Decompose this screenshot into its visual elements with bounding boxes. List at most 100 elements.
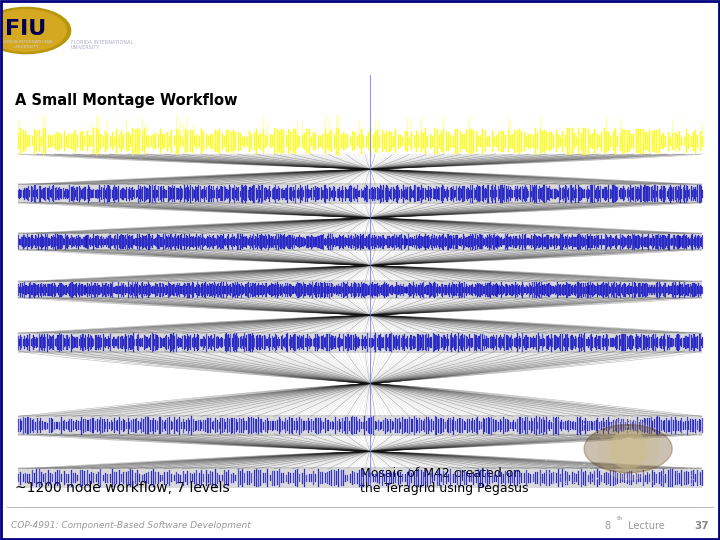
Point bbox=[663, 416, 675, 424]
Point bbox=[636, 487, 647, 496]
Point bbox=[575, 431, 586, 440]
Point bbox=[577, 442, 589, 451]
Point bbox=[685, 475, 697, 483]
Point bbox=[644, 433, 655, 442]
Point bbox=[539, 479, 550, 488]
Point bbox=[669, 406, 680, 415]
Point bbox=[672, 468, 684, 477]
Point bbox=[578, 460, 590, 469]
Point bbox=[542, 481, 554, 489]
Point bbox=[631, 474, 642, 483]
Point bbox=[600, 445, 612, 454]
Point bbox=[699, 443, 711, 451]
Point bbox=[544, 428, 555, 437]
Point bbox=[557, 484, 569, 492]
Point bbox=[556, 413, 567, 422]
Point bbox=[585, 426, 597, 434]
Point bbox=[613, 438, 625, 447]
Point bbox=[662, 455, 673, 464]
Point bbox=[557, 443, 569, 452]
Point bbox=[634, 403, 646, 412]
Point bbox=[680, 426, 692, 435]
Point bbox=[551, 406, 562, 415]
Point bbox=[588, 464, 600, 473]
Point bbox=[677, 407, 688, 416]
Point bbox=[689, 444, 701, 453]
Point bbox=[634, 404, 646, 413]
Point bbox=[656, 478, 667, 487]
Point bbox=[564, 443, 576, 451]
Bar bbox=[18, 415, 702, 436]
Point bbox=[626, 454, 637, 463]
Point bbox=[570, 404, 581, 413]
Point bbox=[546, 461, 557, 469]
Point bbox=[640, 464, 652, 472]
Point bbox=[583, 464, 595, 473]
Point bbox=[546, 414, 557, 422]
Point bbox=[606, 458, 618, 467]
Point bbox=[647, 406, 658, 415]
Point bbox=[645, 410, 657, 418]
Point bbox=[659, 447, 670, 456]
Point bbox=[547, 467, 559, 475]
Point bbox=[591, 472, 603, 481]
Point bbox=[663, 488, 675, 496]
Point bbox=[647, 427, 659, 436]
Point bbox=[547, 418, 559, 427]
Bar bbox=[18, 280, 702, 299]
Point bbox=[634, 453, 645, 461]
Point bbox=[559, 448, 571, 457]
Point bbox=[611, 446, 623, 454]
Point bbox=[680, 454, 692, 463]
Point bbox=[590, 410, 601, 418]
Point bbox=[662, 450, 673, 459]
Point bbox=[592, 427, 603, 436]
Text: Mosaic of M42 created on
the Teragrid using Pegasus: Mosaic of M42 created on the Teragrid us… bbox=[360, 467, 528, 495]
Point bbox=[698, 450, 709, 459]
Text: Lecture: Lecture bbox=[625, 521, 665, 531]
Point bbox=[659, 447, 670, 455]
Text: th: th bbox=[616, 516, 623, 522]
Point bbox=[631, 408, 643, 416]
Point bbox=[624, 412, 635, 421]
Point bbox=[540, 456, 552, 465]
Point bbox=[675, 416, 687, 425]
Point bbox=[635, 488, 647, 496]
Point bbox=[636, 401, 648, 410]
Point bbox=[614, 461, 626, 469]
Point bbox=[588, 427, 600, 436]
Point bbox=[641, 443, 652, 452]
Point bbox=[696, 464, 708, 473]
Point bbox=[577, 466, 588, 475]
Point bbox=[556, 425, 567, 434]
Circle shape bbox=[0, 10, 66, 51]
Point bbox=[626, 405, 637, 414]
Point bbox=[583, 482, 595, 491]
Point bbox=[684, 427, 696, 435]
Point bbox=[623, 480, 634, 488]
Point bbox=[540, 480, 552, 488]
Point bbox=[637, 444, 649, 453]
Point bbox=[598, 480, 610, 488]
Point bbox=[583, 458, 595, 467]
Point bbox=[654, 415, 666, 423]
Point bbox=[613, 420, 624, 428]
Point bbox=[560, 447, 572, 455]
Text: A Small Montage Workflow: A Small Montage Workflow bbox=[15, 93, 238, 107]
Text: 8: 8 bbox=[605, 521, 611, 531]
Point bbox=[668, 444, 680, 453]
Point bbox=[644, 446, 656, 454]
Point bbox=[629, 463, 640, 471]
Point bbox=[573, 462, 585, 471]
Ellipse shape bbox=[584, 424, 672, 472]
Point bbox=[674, 416, 685, 424]
Point bbox=[624, 417, 635, 426]
Text: FLORIDA INTERNATIONAL
UNIVERSITY: FLORIDA INTERNATIONAL UNIVERSITY bbox=[71, 39, 132, 50]
Point bbox=[589, 409, 600, 417]
Point bbox=[624, 467, 635, 475]
Point bbox=[626, 421, 638, 429]
Point bbox=[565, 439, 577, 448]
Point bbox=[643, 409, 654, 417]
Point bbox=[657, 467, 668, 476]
Point bbox=[559, 446, 571, 454]
